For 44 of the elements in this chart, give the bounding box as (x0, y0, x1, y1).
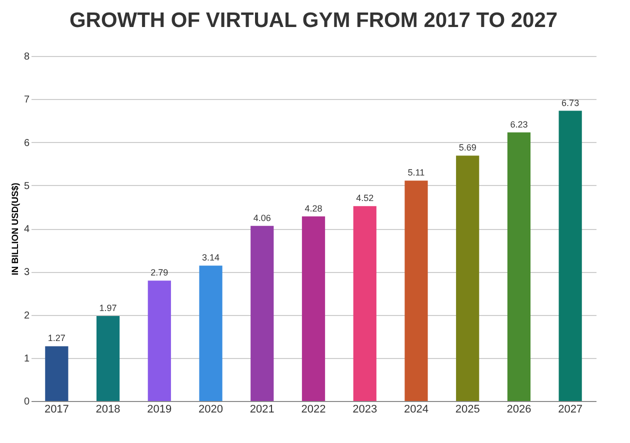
bar (507, 132, 531, 401)
bar (558, 110, 582, 401)
data-label: 6.23 (510, 119, 528, 130)
x-tick-label: 2022 (301, 404, 326, 416)
data-label: 1.97 (99, 303, 117, 314)
x-tick-label: 2027 (558, 404, 583, 416)
bar (404, 180, 428, 401)
y-tick-label: 1 (24, 353, 30, 364)
bar (353, 206, 376, 401)
data-label: 1.27 (48, 333, 66, 344)
y-tick-label: 4 (24, 224, 30, 235)
data-label: 3.14 (202, 252, 220, 263)
x-tick-label: 2023 (352, 404, 378, 416)
x-tick-label: 2020 (198, 404, 224, 416)
y-axis-title: IN BILLION USD(US$) (10, 182, 20, 276)
data-label: 5.69 (458, 142, 476, 153)
data-label: 4.28 (304, 203, 322, 214)
y-tick-label: 3 (24, 267, 30, 278)
x-tick-label: 2021 (250, 404, 274, 416)
y-tick-label: 6 (24, 138, 30, 149)
y-tick-label: 7 (24, 94, 30, 106)
data-label: 6.73 (562, 98, 580, 108)
y-tick-label: 8 (24, 52, 30, 62)
bar (250, 226, 274, 401)
bar (302, 216, 326, 401)
bar (45, 346, 68, 401)
data-label: 2.79 (150, 268, 168, 278)
y-tick-label: 5 (24, 180, 30, 192)
bar (199, 266, 222, 401)
y-tick-label: 0 (24, 396, 30, 408)
x-tick-label: 2024 (404, 404, 428, 416)
bar (148, 280, 171, 401)
bar (96, 316, 120, 401)
data-label: 4.52 (356, 193, 374, 204)
x-tick-label: 2018 (96, 404, 120, 416)
y-tick-label: 2 (24, 310, 30, 322)
x-tick-label: 2017 (44, 404, 69, 416)
bar (456, 156, 480, 401)
x-tick-label: 2019 (147, 404, 172, 416)
x-tick-label: 2025 (455, 404, 480, 416)
data-label: 4.06 (253, 212, 271, 223)
data-label: 5.11 (408, 168, 425, 178)
chart-title: GROWTH OF VIRTUAL GYM FROM 2017 TO 2027 (69, 9, 558, 32)
x-tick-label: 2026 (506, 404, 532, 416)
